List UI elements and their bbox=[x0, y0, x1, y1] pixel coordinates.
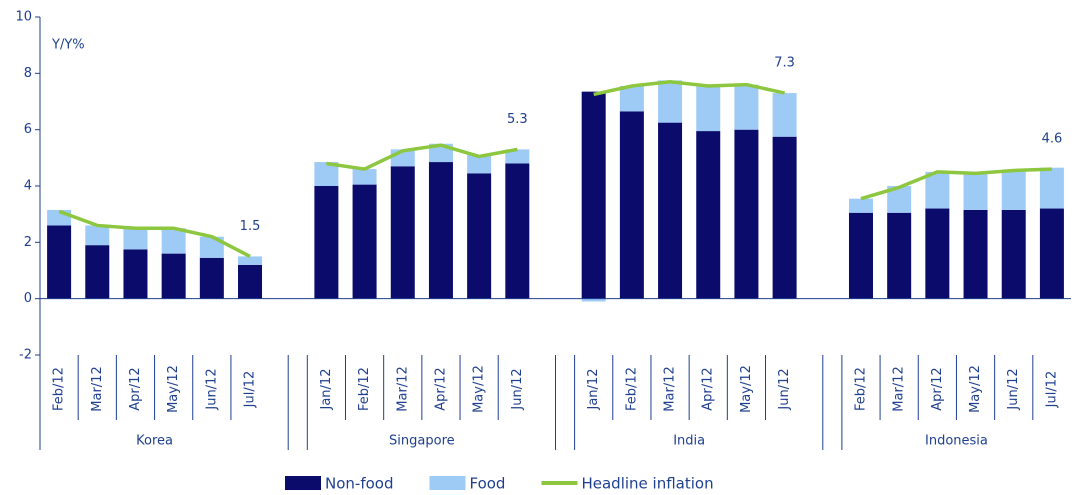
bar bbox=[314, 162, 339, 186]
bar bbox=[199, 236, 224, 258]
group-label: India bbox=[673, 434, 705, 449]
bar bbox=[352, 184, 377, 299]
bar bbox=[925, 208, 950, 299]
y-tick-label: 4 bbox=[24, 179, 32, 194]
bar bbox=[619, 86, 644, 112]
bar bbox=[238, 256, 263, 265]
x-tick-label: Apr/12 bbox=[930, 367, 945, 410]
x-tick-label: May/12 bbox=[968, 365, 983, 413]
y-tick-label: 10 bbox=[15, 10, 32, 25]
bar bbox=[734, 129, 759, 299]
x-tick-label: Mar/12 bbox=[663, 366, 678, 411]
data-label: 7.3 bbox=[774, 56, 795, 71]
x-tick-label: Jan/12 bbox=[319, 369, 334, 411]
x-tick-label: Feb/12 bbox=[357, 367, 372, 411]
bar bbox=[238, 264, 263, 299]
y-tick-label: 2 bbox=[24, 235, 32, 250]
bar bbox=[848, 198, 873, 213]
bar bbox=[123, 249, 148, 299]
bar bbox=[199, 257, 224, 299]
x-tick-label: Mar/12 bbox=[90, 366, 105, 411]
x-tick-label: Apr/12 bbox=[433, 367, 448, 410]
legend-swatch bbox=[285, 476, 321, 490]
bar bbox=[390, 166, 415, 299]
data-label: 5.3 bbox=[507, 112, 528, 127]
x-tick-label: Feb/12 bbox=[52, 367, 67, 411]
bar bbox=[85, 245, 110, 299]
data-label: 1.5 bbox=[240, 219, 261, 234]
legend-label: Food bbox=[469, 475, 505, 493]
x-tick-label: Mar/12 bbox=[395, 366, 410, 411]
bar bbox=[123, 228, 148, 250]
bar bbox=[161, 253, 186, 299]
legend-swatch bbox=[429, 476, 466, 490]
y-axis-label: Y/Y% bbox=[51, 38, 85, 53]
x-tick-label: Feb/12 bbox=[853, 367, 868, 411]
x-tick-label: Jun/12 bbox=[777, 368, 792, 410]
x-tick-label: Jun/12 bbox=[1006, 368, 1021, 410]
bar bbox=[47, 225, 72, 299]
bar bbox=[925, 171, 950, 209]
x-tick-label: May/12 bbox=[166, 365, 181, 413]
x-tick-label: Apr/12 bbox=[701, 367, 716, 410]
bar bbox=[1001, 209, 1026, 299]
bar bbox=[772, 136, 797, 299]
bar bbox=[505, 149, 530, 164]
data-label: 4.6 bbox=[1042, 132, 1063, 147]
x-tick-label: Apr/12 bbox=[128, 367, 143, 410]
bar bbox=[85, 225, 110, 246]
bar bbox=[658, 122, 683, 299]
bar bbox=[848, 212, 873, 299]
legend-label: Headline inflation bbox=[581, 475, 713, 493]
bar bbox=[1001, 170, 1026, 210]
bar bbox=[161, 228, 186, 254]
bar bbox=[887, 212, 912, 299]
line bbox=[860, 167, 1052, 201]
bar bbox=[581, 298, 606, 302]
x-tick-label: Jun/12 bbox=[510, 368, 525, 410]
y-tick-label: 8 bbox=[24, 66, 32, 81]
bar bbox=[1039, 208, 1064, 299]
x-tick-label: Jun/12 bbox=[204, 368, 219, 410]
bar bbox=[734, 84, 759, 130]
bar bbox=[619, 111, 644, 299]
x-tick-label: Jul/12 bbox=[1044, 371, 1059, 409]
y-tick-label: 6 bbox=[24, 122, 32, 137]
bar bbox=[696, 131, 721, 299]
group-label: Singapore bbox=[389, 434, 455, 449]
x-tick-label: May/12 bbox=[739, 365, 754, 413]
line bbox=[593, 80, 785, 97]
y-tick-label: -2 bbox=[19, 348, 32, 363]
legend-label: Non-food bbox=[325, 475, 393, 493]
bar bbox=[696, 86, 721, 132]
line bbox=[326, 143, 518, 171]
bar bbox=[467, 173, 492, 299]
y-tick-label: 0 bbox=[24, 291, 32, 306]
bar bbox=[505, 163, 530, 299]
x-tick-label: Feb/12 bbox=[624, 367, 639, 411]
bar bbox=[658, 80, 683, 123]
x-tick-label: Jan/12 bbox=[586, 369, 601, 411]
bar bbox=[467, 155, 492, 174]
bar bbox=[352, 169, 377, 185]
bar bbox=[581, 91, 606, 299]
line bbox=[58, 209, 251, 258]
bar bbox=[1039, 167, 1064, 209]
bar bbox=[428, 162, 453, 299]
bar bbox=[314, 186, 339, 299]
x-tick-label: Mar/12 bbox=[892, 366, 907, 411]
group-label: Korea bbox=[136, 434, 173, 449]
bar bbox=[963, 209, 988, 299]
x-tick-label: Jul/12 bbox=[243, 371, 258, 409]
x-tick-label: May/12 bbox=[472, 365, 487, 413]
group-label: Indonesia bbox=[925, 434, 988, 449]
bar bbox=[963, 171, 988, 210]
bar bbox=[772, 93, 797, 137]
